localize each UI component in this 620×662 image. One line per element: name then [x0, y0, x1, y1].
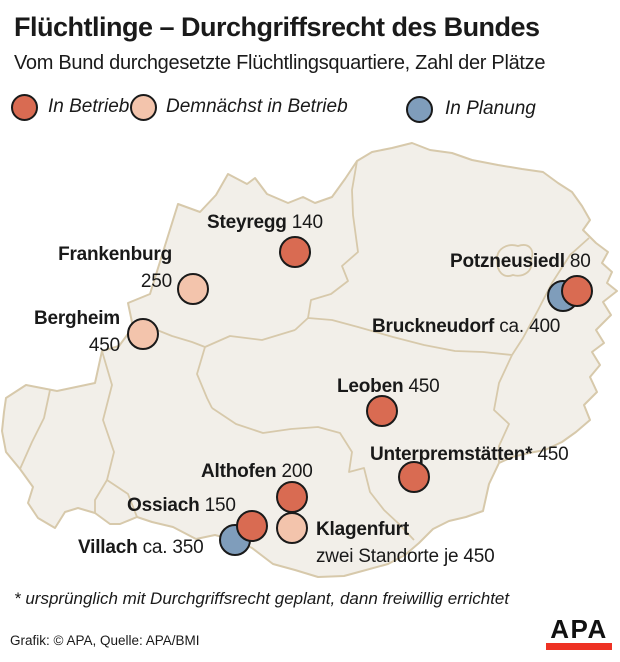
apa-logo-text: APA: [550, 614, 608, 644]
legend-dot-demnaechst: [130, 94, 157, 121]
marker-klagenfurt: [276, 512, 308, 544]
austria-outline: [1, 142, 618, 578]
label-klagenfurt: Klagenfurt zwei Standorte je 450: [316, 519, 495, 567]
vienna-outline: [496, 244, 534, 277]
label-villach: Villach ca. 350: [78, 537, 204, 558]
label-bruckneudorf: Bruckneudorf ca. 400: [372, 316, 561, 337]
label-althofen: Althofen 200: [201, 461, 313, 482]
marker-unterpremstaetten: [398, 461, 430, 493]
legend-label-demnaechst: Demnächst in Betrieb: [166, 96, 348, 117]
footnote: * ursprünglich mit Durchgriffsrecht gepl…: [14, 589, 510, 608]
subtitle: Vom Bund durchgesetzte Flüchtlingsquarti…: [14, 52, 546, 74]
apa-logo-red-bar: [546, 643, 612, 650]
label-ossiach: Ossiach 150: [127, 495, 236, 516]
label-unterpremstaetten: Unterpremstätten* 450: [370, 444, 569, 465]
apa-logo: APA: [546, 616, 612, 650]
marker-steyregg: [279, 236, 311, 268]
marker-ossiach: [236, 510, 268, 542]
label-steyregg: Steyregg 140: [207, 212, 323, 233]
marker-leoben: [366, 395, 398, 427]
legend-label-in-planung: In Planung: [445, 98, 536, 119]
legend-label-in-betrieb: In Betrieb: [48, 96, 130, 117]
credit-line: Grafik: © APA, Quelle: APA/BMI: [10, 633, 200, 648]
legend-dot-in-planung: [406, 96, 433, 123]
marker-althofen: [276, 481, 308, 513]
label-bergheim: Bergheim 450: [33, 308, 120, 356]
label-frankenburg: Frankenburg 250: [58, 244, 172, 292]
location-markers: [127, 236, 593, 556]
page-title: Flüchtlinge – Durchgriffsrecht des Bunde…: [14, 12, 540, 42]
label-potzneusiedl: Potzneusiedl 80: [450, 251, 591, 272]
marker-potzneusiedl: [561, 275, 593, 307]
legend-dot-in-betrieb: [11, 94, 38, 121]
marker-frankenburg: [177, 273, 209, 305]
label-leoben: Leoben 450: [337, 376, 440, 397]
marker-bergheim: [127, 318, 159, 350]
state-borders: [19, 160, 590, 541]
